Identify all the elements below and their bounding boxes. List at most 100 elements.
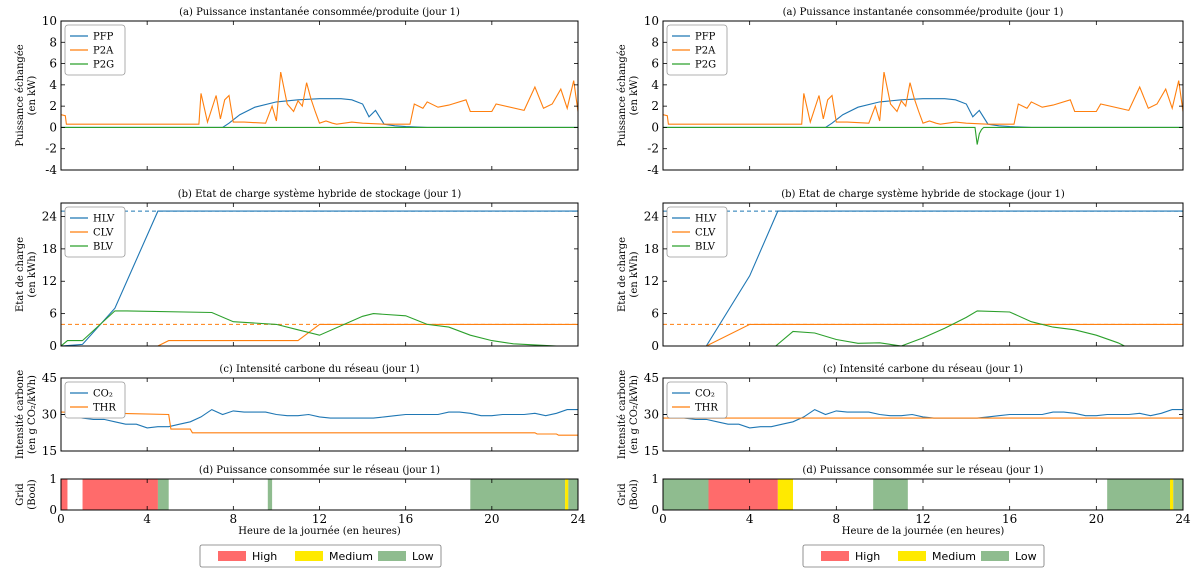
y-axis-label-unit: (en kWh) <box>629 251 640 297</box>
x-axis-label: Heure de la journée (en heures) <box>238 526 401 537</box>
y-tick-label: 1 <box>49 472 57 486</box>
y-tick-label: 30 <box>42 408 57 422</box>
legend-label: CLV <box>695 228 716 239</box>
legend-swatch-high <box>218 551 246 561</box>
legend-label: CLV <box>93 228 114 239</box>
grid-segment-low <box>663 479 709 510</box>
y-tick-label: 8 <box>49 35 57 49</box>
y-tick-label: -4 <box>647 163 659 177</box>
axes-frame <box>60 20 579 171</box>
y-tick-label: 4 <box>49 78 57 92</box>
y-axis-label-unit: (en kW) <box>27 76 38 116</box>
x-tick-label: 0 <box>659 512 667 526</box>
legend-label: CO₂ <box>93 389 113 400</box>
series-line-2 <box>61 411 578 436</box>
legend-swatch-medium <box>898 551 926 561</box>
grid-segment-high <box>708 479 778 510</box>
legend-label: BLV <box>695 242 716 253</box>
panel-title: (a) Puissance instantanée consommée/prod… <box>179 7 460 18</box>
legend: HLV CLV BLV <box>666 206 728 258</box>
y-tick-label: 0 <box>651 503 659 517</box>
x-tick-label: 16 <box>398 512 413 526</box>
series-line-3 <box>663 126 1183 145</box>
legend-swatch-medium <box>295 551 323 561</box>
y-axis-label: Grid <box>15 483 26 506</box>
y-tick-label: 15 <box>644 444 659 458</box>
legend-box <box>64 381 126 419</box>
y-tick-label: -4 <box>45 163 57 177</box>
y-axis-label: Intensité carbone <box>617 370 628 459</box>
y-axis-label-unit: (en g CO₂/kWh) <box>629 375 640 454</box>
legend: HLV CLV BLV <box>64 206 126 258</box>
grid-segment-low <box>568 479 578 510</box>
legend-swatch-low <box>378 551 406 561</box>
legend: PFP P2A P2G <box>64 24 126 76</box>
series-line-3 <box>61 310 578 346</box>
series-line-2 <box>706 323 1183 346</box>
legend-label: HLV <box>695 214 717 225</box>
legend-box <box>666 381 728 419</box>
y-tick-label: -2 <box>45 142 57 156</box>
y-tick-label: 0 <box>651 120 659 134</box>
legend-label-high: High <box>855 550 880 563</box>
y-tick-label: 18 <box>644 242 659 256</box>
legend-box <box>666 206 728 258</box>
panel-L-a: (a) Puissance instantanée consommée/prod… <box>15 7 579 177</box>
y-tick-label: 10 <box>42 14 57 28</box>
series-line-2 <box>157 323 578 346</box>
x-tick-label: 24 <box>1175 512 1191 526</box>
y-axis-label: Etat de charge <box>15 237 26 312</box>
x-tick-label: 4 <box>746 512 754 526</box>
y-tick-label: 6 <box>651 57 659 71</box>
panel-title: (b) Etat de charge système hybride de st… <box>781 189 1065 200</box>
legend-label: P2A <box>695 46 716 57</box>
y-tick-label: -2 <box>647 142 659 156</box>
legend-box <box>666 24 728 76</box>
plot-area <box>663 210 1183 346</box>
legend: CO₂ THR <box>666 381 728 419</box>
legend-label: THR <box>695 403 718 414</box>
legend-label-low: Low <box>1015 550 1037 563</box>
grid-segment-low <box>1173 479 1183 510</box>
y-tick-label: 2 <box>651 99 659 113</box>
panel-L-b: (b) Etat de charge système hybride de st… <box>15 189 579 353</box>
plot-area <box>663 408 1183 429</box>
x-tick-label: 0 <box>57 512 65 526</box>
grid-legend-left: High Medium Low <box>199 544 442 568</box>
y-tick-label: 30 <box>644 408 659 422</box>
y-tick-label: 15 <box>42 444 57 458</box>
panel-L-d: (d) Puissance consommée sur le réseau (j… <box>15 465 586 537</box>
y-axis-label: Puissance échangée <box>617 44 628 146</box>
x-tick-label: 8 <box>230 512 238 526</box>
series-line-3 <box>775 310 1183 346</box>
y-axis-label: Intensité carbone <box>15 370 26 459</box>
panel-title: (c) Intensité carbone du réseau (jour 1) <box>219 364 419 375</box>
legend-label: PFP <box>695 32 716 43</box>
panel-L-c: (c) Intensité carbone du réseau (jour 1)… <box>15 364 579 459</box>
y-axis-label-unit: (en kW) <box>629 76 640 116</box>
y-axis-label-unit: (en kWh) <box>27 251 38 297</box>
x-tick-label: 12 <box>915 512 930 526</box>
y-axis-label: Etat de charge <box>617 237 628 312</box>
legend-label-medium: Medium <box>329 550 373 563</box>
series-line-1 <box>663 408 1183 429</box>
legend-label-medium: Medium <box>932 550 976 563</box>
x-tick-label: 16 <box>1002 512 1017 526</box>
y-tick-label: 8 <box>651 35 659 49</box>
series-line-1 <box>663 98 1183 128</box>
panel-title: (d) Puissance consommée sur le réseau (j… <box>802 465 1043 476</box>
y-tick-label: 12 <box>644 274 659 288</box>
grid-segment-low <box>470 479 566 510</box>
legend-label: P2G <box>695 60 716 71</box>
y-tick-label: 6 <box>651 307 659 321</box>
legend-box <box>64 24 126 76</box>
y-tick-label: 6 <box>49 307 57 321</box>
x-tick-label: 20 <box>1089 512 1104 526</box>
y-tick-label: 24 <box>42 209 58 223</box>
legend-label-low: Low <box>412 550 434 563</box>
series-line-1 <box>61 98 578 128</box>
x-tick-label: 4 <box>143 512 151 526</box>
series-line-2 <box>663 71 1183 125</box>
plot-area <box>61 408 578 436</box>
